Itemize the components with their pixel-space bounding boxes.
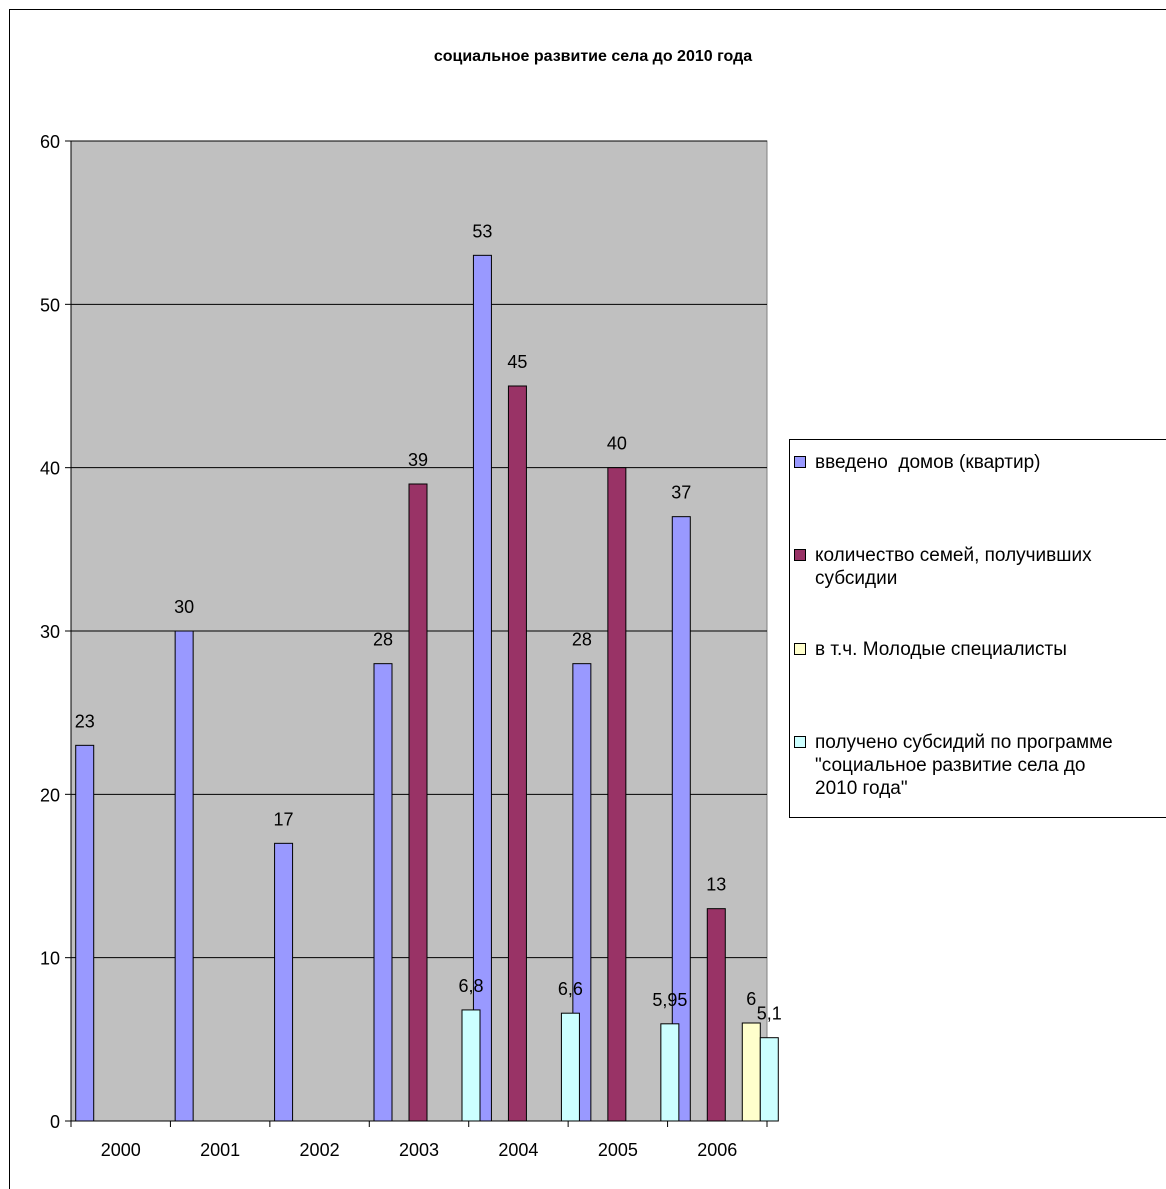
data-label: 13 (706, 875, 726, 895)
data-label: 6,6 (558, 979, 583, 999)
y-tick-label: 60 (40, 132, 60, 152)
chart-title: социальное развитие села до 2010 года (434, 48, 752, 65)
bar-series1 (274, 842, 294, 1122)
x-tick-label: 2000 (101, 1140, 141, 1160)
x-tick-label: 2006 (697, 1140, 737, 1160)
data-label: 45 (507, 352, 527, 372)
data-label: 37 (671, 483, 691, 503)
legend-label: количество семей, получивших субсидии (815, 545, 1092, 589)
bar-series4 (759, 1037, 779, 1122)
legend-label: в т.ч. Молодые специалисты (815, 639, 1067, 660)
data-label: 28 (572, 630, 592, 650)
legend-label: получено субсидий по программе "социальн… (815, 732, 1113, 799)
data-label: 30 (174, 597, 194, 617)
data-label: 40 (607, 434, 627, 454)
legend-swatch (794, 456, 806, 468)
legend-label: введено домов (квартир) (815, 452, 1041, 473)
x-tick-label: 2001 (200, 1140, 240, 1160)
legend-swatch (794, 549, 806, 561)
bar-series1 (75, 744, 95, 1122)
data-label: 5,95 (652, 990, 687, 1010)
data-label: 39 (408, 450, 428, 470)
x-tick-label: 2003 (399, 1140, 439, 1160)
data-label: 53 (472, 221, 492, 241)
data-label: 6 (746, 989, 756, 1009)
y-tick-label: 30 (40, 622, 60, 642)
bar-series2 (607, 467, 627, 1122)
bar-series1 (572, 663, 592, 1122)
bar-series4 (660, 1023, 680, 1122)
bar-series1 (174, 630, 194, 1122)
data-label: 23 (75, 711, 95, 731)
bar-series1 (671, 516, 691, 1122)
plot-area: 0 10 20 30 40 50 60 2000 2001 2002 2003 2004 2005 200… (40, 132, 782, 1160)
data-label: 6,8 (458, 976, 483, 996)
bar-series1 (373, 663, 393, 1122)
y-tick-label: 20 (40, 785, 60, 805)
bar-series4 (461, 1009, 481, 1122)
y-tick-label: 10 (40, 949, 60, 969)
data-label: 28 (373, 630, 393, 650)
y-tick-label: 50 (40, 295, 60, 315)
legend-swatch (794, 736, 806, 748)
legend-swatch (794, 643, 806, 655)
bar-series2 (706, 908, 726, 1122)
data-label: 17 (274, 809, 294, 829)
bar-series1 (472, 254, 492, 1122)
y-tick-label: 0 (50, 1112, 60, 1132)
x-tick-label: 2004 (498, 1140, 538, 1160)
y-tick-label: 40 (40, 459, 60, 479)
legend: введено домов (квартир) количество семей,… (789, 439, 1166, 818)
chart-frame (9, 9, 1166, 1189)
bar-series4 (560, 1012, 580, 1122)
x-tick-label: 2002 (300, 1140, 340, 1160)
x-tick-label: 2005 (598, 1140, 638, 1160)
bar-series2 (507, 385, 527, 1122)
data-label: 5,1 (757, 1004, 782, 1024)
bar-series2 (408, 483, 428, 1122)
bar-series3 (741, 1022, 761, 1122)
